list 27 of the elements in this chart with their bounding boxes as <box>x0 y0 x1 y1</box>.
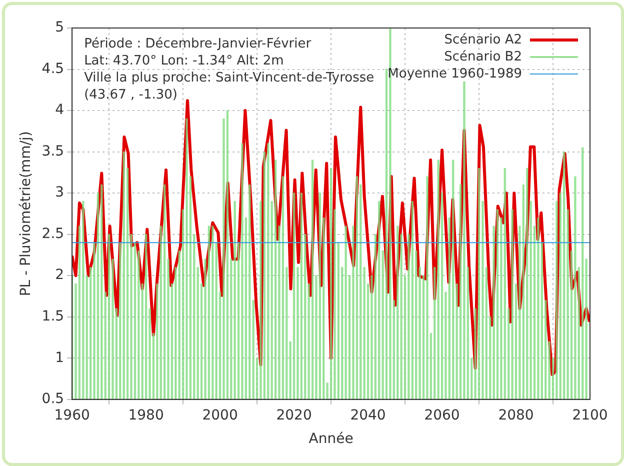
y-tick-label: 2.5 <box>42 226 64 242</box>
y-tick-label: 1 <box>55 350 64 366</box>
x-axis-title: Année <box>308 431 354 448</box>
x-tick-label: 1980 <box>128 407 164 424</box>
y-tick-label: 3 <box>55 184 64 201</box>
x-tick-label: 2000 <box>202 407 238 424</box>
x-tick-label: 2080 <box>498 407 534 424</box>
legend-label: Scénario A2 <box>444 32 522 48</box>
y-tick-label: 4 <box>55 102 64 118</box>
y-tick-label: 5 <box>55 20 64 36</box>
y-tick-label: 1.5 <box>42 308 64 325</box>
annotation: Ville la plus proche: Saint-Vincent-de-Tyrosse <box>84 70 374 86</box>
y-axis-title: PL - Pluviométrie(mm/j) <box>18 131 34 296</box>
x-tick-label: 2100 <box>572 407 608 424</box>
annotation: Période : Décembre-Janvier-Février <box>84 36 312 52</box>
annotation: Lat: 43.70° Lon: -1.34° Alt: 2m <box>84 53 284 68</box>
x-tick-label: 2060 <box>424 407 460 424</box>
y-tick-label: 2 <box>55 267 64 284</box>
x-tick-label: 2040 <box>350 407 386 424</box>
y-tick-label: 0.5 <box>42 391 64 408</box>
y-tick-label: 4.5 <box>42 60 64 77</box>
annotation: (43.67 , -1.30) <box>84 87 178 102</box>
y-tick-label: 3.5 <box>42 143 64 160</box>
legend-label: Moyenne 1960-1989 <box>388 66 522 82</box>
x-tick-label: 1960 <box>54 407 90 424</box>
x-tick-label: 2020 <box>276 407 312 424</box>
legend-label: Scénario B2 <box>444 49 522 64</box>
